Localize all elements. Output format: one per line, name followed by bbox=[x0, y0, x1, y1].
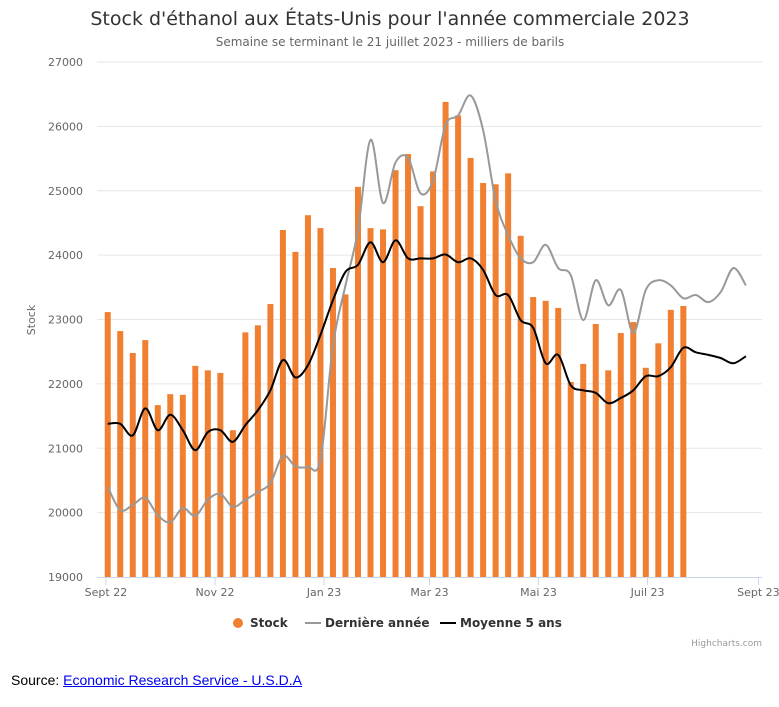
bar-stock bbox=[405, 154, 412, 577]
x-tick-label: Sept 23 bbox=[737, 586, 779, 599]
x-tick-label: Sept 22 bbox=[85, 586, 128, 599]
bar-stock bbox=[442, 101, 449, 577]
x-tick-label: Mar 23 bbox=[410, 586, 448, 599]
x-tick-label: Juil 23 bbox=[630, 586, 665, 599]
bar-stock bbox=[567, 381, 574, 577]
bar-stock bbox=[517, 235, 524, 577]
source-prefix: Source: bbox=[11, 672, 64, 688]
bar-stock bbox=[254, 325, 261, 577]
bar-stock bbox=[104, 312, 111, 577]
legend-item-last-year[interactable]: Dernière année bbox=[305, 616, 430, 630]
source-link[interactable]: Economic Research Service - U.S.D.A bbox=[63, 672, 302, 688]
source-line: Source: Economic Research Service - U.S.… bbox=[11, 672, 302, 688]
bar-stock bbox=[617, 333, 624, 577]
bar-stock bbox=[530, 296, 537, 577]
bar-stock bbox=[142, 340, 149, 577]
bar-stock bbox=[154, 405, 161, 577]
bar-stock bbox=[354, 186, 361, 577]
bar-stock bbox=[317, 228, 324, 577]
bar-stock bbox=[592, 324, 599, 577]
legend: Stock Dernière année Moyenne 5 ans bbox=[233, 616, 562, 630]
bar-stock bbox=[380, 229, 387, 577]
x-tick-label: Nov 22 bbox=[195, 586, 234, 599]
x-tick-label: Mai 23 bbox=[520, 586, 557, 599]
highcharts-credits[interactable]: Highcharts.com bbox=[691, 639, 762, 649]
legend-stock-label: Stock bbox=[250, 616, 289, 630]
y-tick-label: 27000 bbox=[48, 56, 83, 69]
bar-stock bbox=[304, 215, 311, 577]
bar-stock bbox=[667, 309, 674, 577]
bar-stock bbox=[292, 251, 299, 577]
y-tick-label: 26000 bbox=[48, 120, 83, 133]
legend-last-year-label: Dernière année bbox=[325, 616, 430, 630]
chart-subtitle: Semaine se terminant le 21 juillet 2023 … bbox=[216, 35, 565, 49]
bar-stock bbox=[242, 332, 249, 577]
bar-stock bbox=[417, 206, 424, 577]
legend-item-stock[interactable]: Stock bbox=[233, 616, 289, 630]
line-5yr-average bbox=[107, 239, 747, 452]
bar-stock bbox=[605, 370, 612, 577]
y-tick-label: 22000 bbox=[48, 378, 83, 391]
bar-stock bbox=[279, 230, 286, 578]
chart-title: Stock d'éthanol aux États-Unis pour l'an… bbox=[90, 7, 689, 30]
bar-stock bbox=[480, 183, 487, 577]
bar-stock bbox=[455, 115, 462, 578]
bar-stock bbox=[217, 372, 224, 577]
bar-stock bbox=[467, 157, 474, 577]
y-tick-label: 23000 bbox=[48, 314, 83, 327]
y-tick-label: 20000 bbox=[48, 507, 83, 520]
bar-stock bbox=[392, 170, 399, 577]
y-tick-label: 25000 bbox=[48, 185, 83, 198]
bar-stock bbox=[542, 300, 549, 577]
bar-stock bbox=[204, 370, 211, 577]
bar-stock bbox=[555, 307, 562, 577]
bar-stock bbox=[129, 352, 136, 577]
bar-stock bbox=[580, 363, 587, 577]
ethanol-stock-chart: Stock d'éthanol aux États-Unis pour l'an… bbox=[25, 7, 779, 649]
legend-item-5yr-avg[interactable]: Moyenne 5 ans bbox=[440, 616, 562, 630]
bar-stock bbox=[367, 228, 374, 577]
bar-stock bbox=[192, 365, 199, 577]
legend-stock-marker bbox=[233, 618, 243, 628]
legend-5yr-avg-label: Moyenne 5 ans bbox=[460, 616, 562, 630]
bar-stock bbox=[630, 322, 637, 577]
bar-stock bbox=[179, 394, 186, 577]
bar-stock bbox=[492, 184, 499, 577]
bar-stock bbox=[680, 305, 687, 577]
line-last-year bbox=[106, 94, 747, 524]
bar-stock bbox=[342, 294, 349, 577]
bar-stock bbox=[642, 367, 649, 577]
y-tick-label: 24000 bbox=[48, 249, 83, 262]
bar-stock bbox=[167, 394, 174, 577]
bar-stock bbox=[329, 268, 336, 577]
bar-stock bbox=[117, 331, 124, 577]
bar-stock bbox=[505, 173, 512, 577]
bar-stock bbox=[229, 430, 236, 577]
y-tick-label: 19000 bbox=[48, 571, 83, 584]
bar-stock bbox=[430, 171, 437, 577]
y-tick-label: 21000 bbox=[48, 442, 83, 455]
bar-stock bbox=[655, 343, 662, 577]
bar-stock bbox=[267, 304, 274, 577]
x-tick-label: Jan 23 bbox=[306, 586, 341, 599]
y-axis-label: Stock bbox=[25, 304, 38, 335]
